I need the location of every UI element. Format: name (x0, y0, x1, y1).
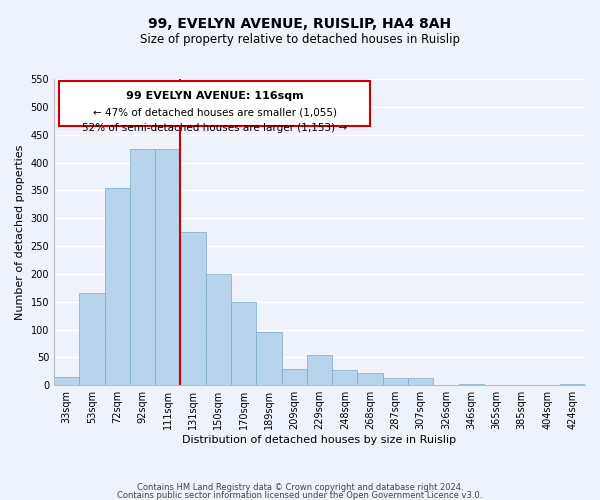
Text: 52% of semi-detached houses are larger (1,153) →: 52% of semi-detached houses are larger (… (82, 123, 347, 133)
Text: 99 EVELYN AVENUE: 116sqm: 99 EVELYN AVENUE: 116sqm (126, 91, 304, 101)
Bar (155, 148, 181, 385)
Bar (383, 378, 408, 385)
Bar (54, 377, 79, 385)
Bar (281, 368, 307, 385)
Bar (104, 188, 130, 385)
Text: ← 47% of detached houses are smaller (1,055): ← 47% of detached houses are smaller (1,… (92, 108, 337, 118)
Bar (181, 232, 206, 385)
Bar (458, 384, 484, 385)
Text: Contains public sector information licensed under the Open Government Licence v3: Contains public sector information licen… (118, 491, 482, 500)
X-axis label: Distribution of detached houses by size in Ruislip: Distribution of detached houses by size … (182, 435, 457, 445)
Text: 99, EVELYN AVENUE, RUISLIP, HA4 8AH: 99, EVELYN AVENUE, RUISLIP, HA4 8AH (148, 18, 452, 32)
FancyBboxPatch shape (59, 80, 370, 126)
Bar (332, 370, 358, 385)
Bar (130, 148, 155, 385)
Bar (256, 332, 281, 385)
Bar (408, 378, 433, 385)
Y-axis label: Number of detached properties: Number of detached properties (15, 144, 25, 320)
Bar (307, 354, 332, 385)
Text: Contains HM Land Registry data © Crown copyright and database right 2024.: Contains HM Land Registry data © Crown c… (137, 482, 463, 492)
Text: Size of property relative to detached houses in Ruislip: Size of property relative to detached ho… (140, 32, 460, 46)
Bar (358, 373, 383, 385)
Bar (560, 384, 585, 385)
Bar (79, 294, 104, 385)
Bar (231, 302, 256, 385)
Bar (206, 274, 231, 385)
